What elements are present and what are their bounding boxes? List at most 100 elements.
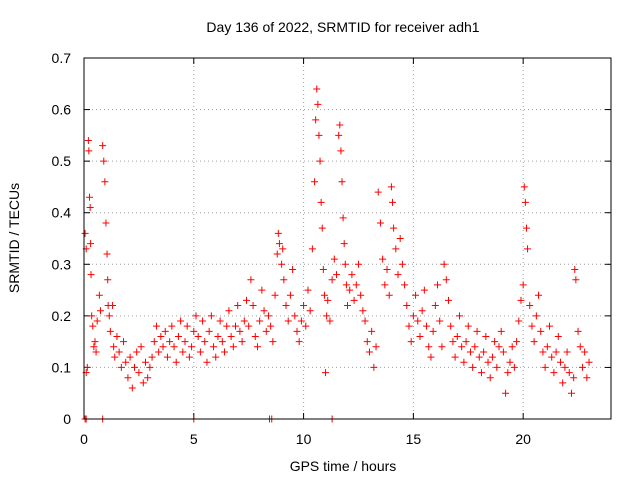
data-point-marker xyxy=(85,147,93,155)
data-point-marker xyxy=(144,374,152,382)
y-tick-label: 0.4 xyxy=(52,205,72,221)
data-point-marker xyxy=(146,363,154,371)
data-point-marker xyxy=(583,374,591,382)
data-point-marker xyxy=(161,327,169,335)
data-point-marker xyxy=(183,322,191,330)
data-point-marker xyxy=(318,224,326,232)
data-point-marker xyxy=(188,343,196,351)
data-point-marker xyxy=(546,322,554,330)
data-point-marker xyxy=(93,317,101,325)
data-point-marker xyxy=(491,338,499,346)
data-point-marker xyxy=(522,224,530,232)
data-point-marker xyxy=(434,281,442,289)
data-point-marker xyxy=(297,317,305,325)
data-point-marker xyxy=(392,245,400,253)
data-point-marker xyxy=(110,343,118,351)
data-point-marker xyxy=(185,353,193,361)
data-point-marker xyxy=(550,369,558,377)
data-point-marker xyxy=(135,369,143,377)
data-point-marker xyxy=(506,358,514,366)
data-point-marker xyxy=(101,178,109,186)
data-point-marker xyxy=(174,332,182,340)
data-point-marker xyxy=(357,291,365,299)
data-point-marker xyxy=(475,353,483,361)
data-point-marker xyxy=(168,322,176,330)
data-point-marker xyxy=(418,307,426,315)
data-point-marker xyxy=(363,338,371,346)
data-point-marker xyxy=(460,358,468,366)
y-tick-label: 0.1 xyxy=(52,359,72,375)
data-point-marker xyxy=(234,302,242,310)
data-point-marker xyxy=(368,327,376,335)
data-point-marker xyxy=(385,291,393,299)
data-point-marker xyxy=(207,312,215,320)
data-point-marker xyxy=(279,245,287,253)
data-point-marker xyxy=(346,286,354,294)
data-point-marker xyxy=(253,343,261,351)
data-point-marker xyxy=(338,178,346,186)
data-point-marker xyxy=(471,343,479,351)
data-point-marker xyxy=(348,271,356,279)
data-point-marker xyxy=(170,343,178,351)
data-point-marker xyxy=(372,343,380,351)
data-point-marker xyxy=(295,338,303,346)
data-point-marker xyxy=(570,374,578,382)
data-point-marker xyxy=(291,312,299,320)
data-point-marker xyxy=(120,338,128,346)
data-point-marker xyxy=(316,157,324,165)
data-point-marker xyxy=(238,338,246,346)
data-point-marker xyxy=(429,327,437,335)
y-tick-label: 0.2 xyxy=(52,308,72,324)
data-point-marker xyxy=(453,332,461,340)
data-point-marker xyxy=(354,260,362,268)
data-point-marker xyxy=(342,281,350,289)
data-point-marker xyxy=(552,348,560,356)
data-point-marker xyxy=(455,312,463,320)
data-point-marker xyxy=(106,327,114,335)
data-point-marker xyxy=(340,240,348,248)
data-point-marker xyxy=(374,188,382,196)
data-point-marker xyxy=(436,317,444,325)
data-point-marker xyxy=(313,85,321,93)
data-point-marker xyxy=(159,343,167,351)
data-point-marker xyxy=(554,332,562,340)
data-point-marker xyxy=(212,353,220,361)
data-point-marker xyxy=(574,327,582,335)
data-point-marker xyxy=(517,296,525,304)
data-point-marker xyxy=(571,265,579,273)
data-point-marker xyxy=(131,363,139,371)
data-point-marker xyxy=(91,338,99,346)
data-point-marker xyxy=(113,332,121,340)
data-point-marker xyxy=(223,322,231,330)
data-point-marker xyxy=(284,317,292,325)
data-point-marker xyxy=(493,363,501,371)
data-point-marker xyxy=(273,250,281,258)
data-point-marker xyxy=(389,198,397,206)
data-point-marker xyxy=(535,291,543,299)
data-point-marker xyxy=(381,281,389,289)
data-point-marker xyxy=(282,302,290,310)
data-point-marker xyxy=(423,322,431,330)
x-tick-labels: 0 5 10 15 20 xyxy=(80,431,531,447)
data-point-marker xyxy=(90,343,98,351)
grid-lines xyxy=(84,58,611,419)
data-point-marker xyxy=(210,343,218,351)
data-point-marker xyxy=(225,307,233,315)
data-point-marker xyxy=(365,348,373,356)
data-point-marker xyxy=(84,137,92,145)
y-axis-title: SRMTID / TECUs xyxy=(6,183,22,293)
data-point-marker xyxy=(111,353,119,361)
data-point-marker xyxy=(504,369,512,377)
data-point-marker xyxy=(247,276,255,284)
data-point-marker xyxy=(565,369,573,377)
data-point-marker xyxy=(128,384,136,392)
data-point-marker xyxy=(403,302,411,310)
data-point-marker xyxy=(330,255,338,263)
data-point-marker xyxy=(528,322,536,330)
data-point-marker xyxy=(398,260,406,268)
data-point-marker xyxy=(109,302,117,310)
data-point-marker xyxy=(150,338,158,346)
data-point-marker xyxy=(203,358,211,366)
data-point-marker xyxy=(539,348,547,356)
data-point-marker xyxy=(383,265,391,273)
